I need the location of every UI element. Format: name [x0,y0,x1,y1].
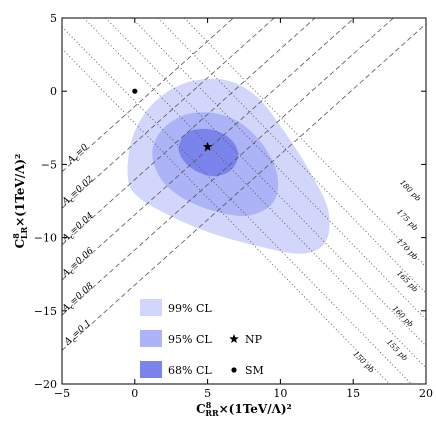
x-tick-label: 20 [419,387,433,400]
cross-section-label-3: 165 pb [395,269,420,294]
asymmetry-line-3 [62,18,355,281]
asymmetry-line-5 [62,23,426,351]
cross-section-label-4: 170 pb [395,236,420,261]
legend-label-0: 99% CL [168,302,212,315]
legend-label-np: NP [245,333,263,346]
legend-np-star [229,334,239,343]
asymmetry-lines [62,18,426,351]
asymmetry-line-4 [62,18,394,316]
cross-section-label-0: 150 pb [351,349,376,374]
legend-sm-dot [231,367,237,373]
x-tick-label: 15 [346,387,360,400]
cross-section-label-1: 155 pb [385,338,410,363]
points [132,88,213,151]
axis-ticks: −5 0 5 10 15 20 −20 −15 −10 −5 0 5 [34,12,433,400]
asymmetry-label-5: Ac=0.1 [62,318,95,349]
y-tick-label: −15 [34,305,57,318]
asymmetry-label-0: Ac=0 [65,142,92,168]
legend-swatch-0 [140,299,162,316]
asymmetry-label-2: Ac=0.04 [60,211,97,246]
x-tick-label: −5 [54,387,70,400]
y-tick-label: −5 [41,158,57,171]
cross-section-line-3 [105,18,426,347]
asymmetry-label-1: Ac=0.02 [60,174,97,209]
asymmetry-line-0 [62,18,234,173]
y-tick-label: 0 [50,85,57,98]
legend-label-2: 68% CL [168,364,212,377]
legend-label-sm: SM [245,364,264,377]
cross-section-label-2: 160 pb [391,304,416,329]
np-star-marker [202,141,213,151]
asymmetry-label-3: Ac=0.06 [60,246,97,281]
asymmetry-line-2 [62,18,316,246]
y-tick-label: −10 [34,232,57,245]
cross-section-label-5: 175 pb [395,207,420,232]
y-tick-label: 5 [50,12,57,25]
cl-region-2 [178,128,239,177]
legend: 99% CL 95% CL 68% CL NP SM [140,299,264,378]
sm-dot-marker [132,88,138,94]
cross-section-line-4 [131,18,426,320]
y-axis-label: C8LR×(1TeV/Λ)² [11,154,29,249]
legend-label-1: 95% CL [168,333,212,346]
y-tick-label: −20 [34,378,57,391]
x-axis-label: C8 RR×(1TeV/Λ)² [196,400,292,418]
x-tick-label: 10 [273,387,287,400]
cross-section-lines [62,18,426,384]
x-tick-label: 5 [204,387,211,400]
x-tick-label: 0 [131,387,138,400]
legend-swatch-2 [140,361,162,378]
asymmetry-line-1 [62,18,275,209]
cross-section-label-6: 180 pb [398,178,423,203]
plot-frame [61,17,427,385]
legend-swatch-1 [140,330,162,347]
